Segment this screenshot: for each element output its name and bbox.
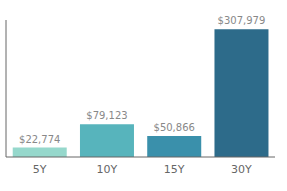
svg-text:$22,774: $22,774 xyxy=(19,134,60,145)
svg-text:10Y: 10Y xyxy=(97,163,118,176)
svg-text:$50,866: $50,866 xyxy=(154,122,195,133)
svg-text:5Y: 5Y xyxy=(33,163,47,176)
svg-text:30Y: 30Y xyxy=(231,163,252,176)
svg-text:$307,979: $307,979 xyxy=(218,15,266,26)
svg-text:15Y: 15Y xyxy=(164,163,185,176)
svg-text:$79,123: $79,123 xyxy=(86,110,127,121)
